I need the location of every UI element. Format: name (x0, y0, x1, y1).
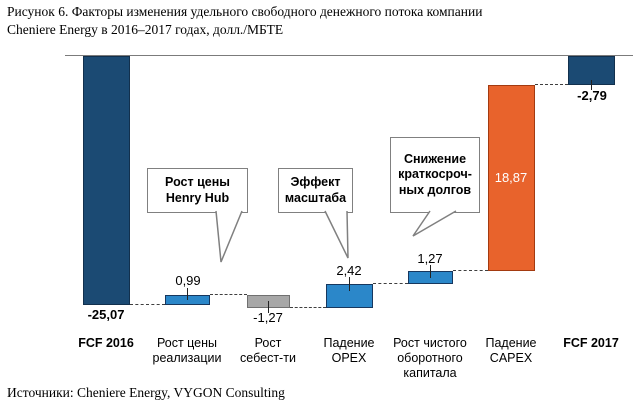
axis-label-capex: Падение CAPEX (485, 336, 537, 365)
value-label-price: 0,99 (175, 273, 201, 288)
bar-padenie-capex (488, 85, 535, 271)
axis-label-fcf-2016: FCF 2016 (78, 336, 134, 350)
callout-short-term-debt: Снижение краткосроч- ных долгов (390, 137, 480, 213)
value-label-opex: 2,42 (336, 263, 362, 278)
leader-tick-4 (430, 265, 431, 278)
value-label-cost: -1,27 (253, 310, 283, 325)
connector-4 (373, 283, 408, 284)
callout-henry-hub: Рост цены Henry Hub (147, 168, 248, 213)
connector-6 (535, 84, 568, 85)
leader-tick-2 (268, 301, 269, 313)
value-label-nwc: 1,27 (417, 251, 443, 266)
axis-label-nwc: Рост чистого оборотного капитала (393, 336, 467, 380)
value-label-fcf-2017: -2,79 (577, 88, 607, 103)
callout-tail-scale-effect (324, 210, 349, 259)
value-label-fcf-2016: -25,07 (87, 307, 125, 322)
axis-label-fcf-2017: FCF 2017 (563, 336, 619, 350)
leader-tick-5 (591, 80, 592, 90)
connector-5 (453, 270, 488, 271)
leader-tick-1 (187, 288, 188, 300)
connector-3 (290, 307, 326, 308)
source-note: Источники: Cheniere Energy, VYGON Consul… (7, 385, 285, 400)
bar-fcf-2016 (83, 56, 130, 305)
figure-title: Рисунок 6. Факторы изменения удельного с… (7, 4, 483, 37)
connector-2 (210, 294, 247, 295)
callout-scale-effect: Эффект масштаба (278, 168, 353, 213)
axis-label-price: Рост цены реализации (152, 336, 222, 365)
connector-1 (130, 304, 165, 305)
axis-label-cost: Рост себест-ти (240, 336, 296, 365)
value-label-capex: 18,87 (494, 170, 528, 185)
leader-tick-3 (349, 277, 350, 291)
zero-axis-line (65, 55, 633, 56)
axis-label-opex: Падение OPEX (323, 336, 375, 365)
callout-tail-short-term-debt (412, 210, 457, 237)
callout-tail-henry-hub (215, 210, 243, 263)
